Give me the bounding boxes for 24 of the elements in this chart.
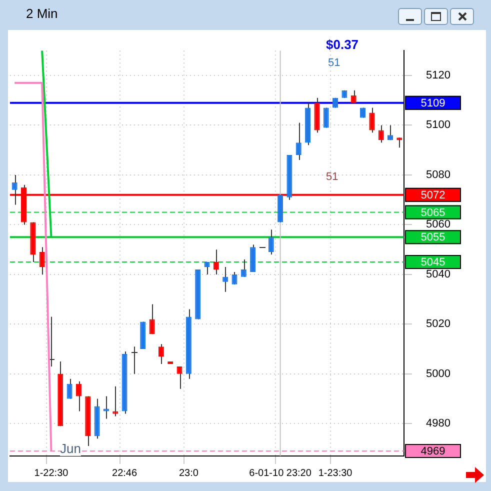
y-tick-label: 5040 (426, 268, 450, 280)
ref-line-label: 5055 (420, 232, 446, 244)
x-tick-label: 1-23:30 (318, 468, 353, 479)
y-tick-label: 5080 (426, 168, 450, 181)
x-tick-label: 23:0 (178, 468, 199, 479)
y-tick-label: 5120 (426, 70, 450, 82)
x-tick-label: 6-01-10 23:20 (249, 468, 312, 479)
ref-line-label: 4969 (420, 446, 446, 458)
ref-line-label: 5065 (420, 206, 446, 219)
ref-line-label: 5109 (420, 97, 446, 110)
y-tick-label: 4980 (426, 418, 450, 430)
y-tick-label: 5000 (426, 368, 450, 380)
y-tick-label: 5100 (426, 119, 450, 132)
annotation: $0.37 (326, 37, 359, 52)
x-tick-label: 1-22:30 (34, 468, 69, 479)
ref-line-label: 5072 (420, 189, 446, 202)
y-tick-label: 5020 (426, 318, 450, 330)
annotation: 51 (326, 170, 338, 184)
ref-line-label: 5045 (420, 256, 446, 269)
annotation: Jun (60, 441, 81, 456)
annotation: 51 (328, 56, 340, 70)
y-tick-label: 5060 (426, 218, 450, 231)
chart-title: 2 Min (26, 6, 58, 21)
x-tick-label: 22:46 (112, 468, 138, 479)
